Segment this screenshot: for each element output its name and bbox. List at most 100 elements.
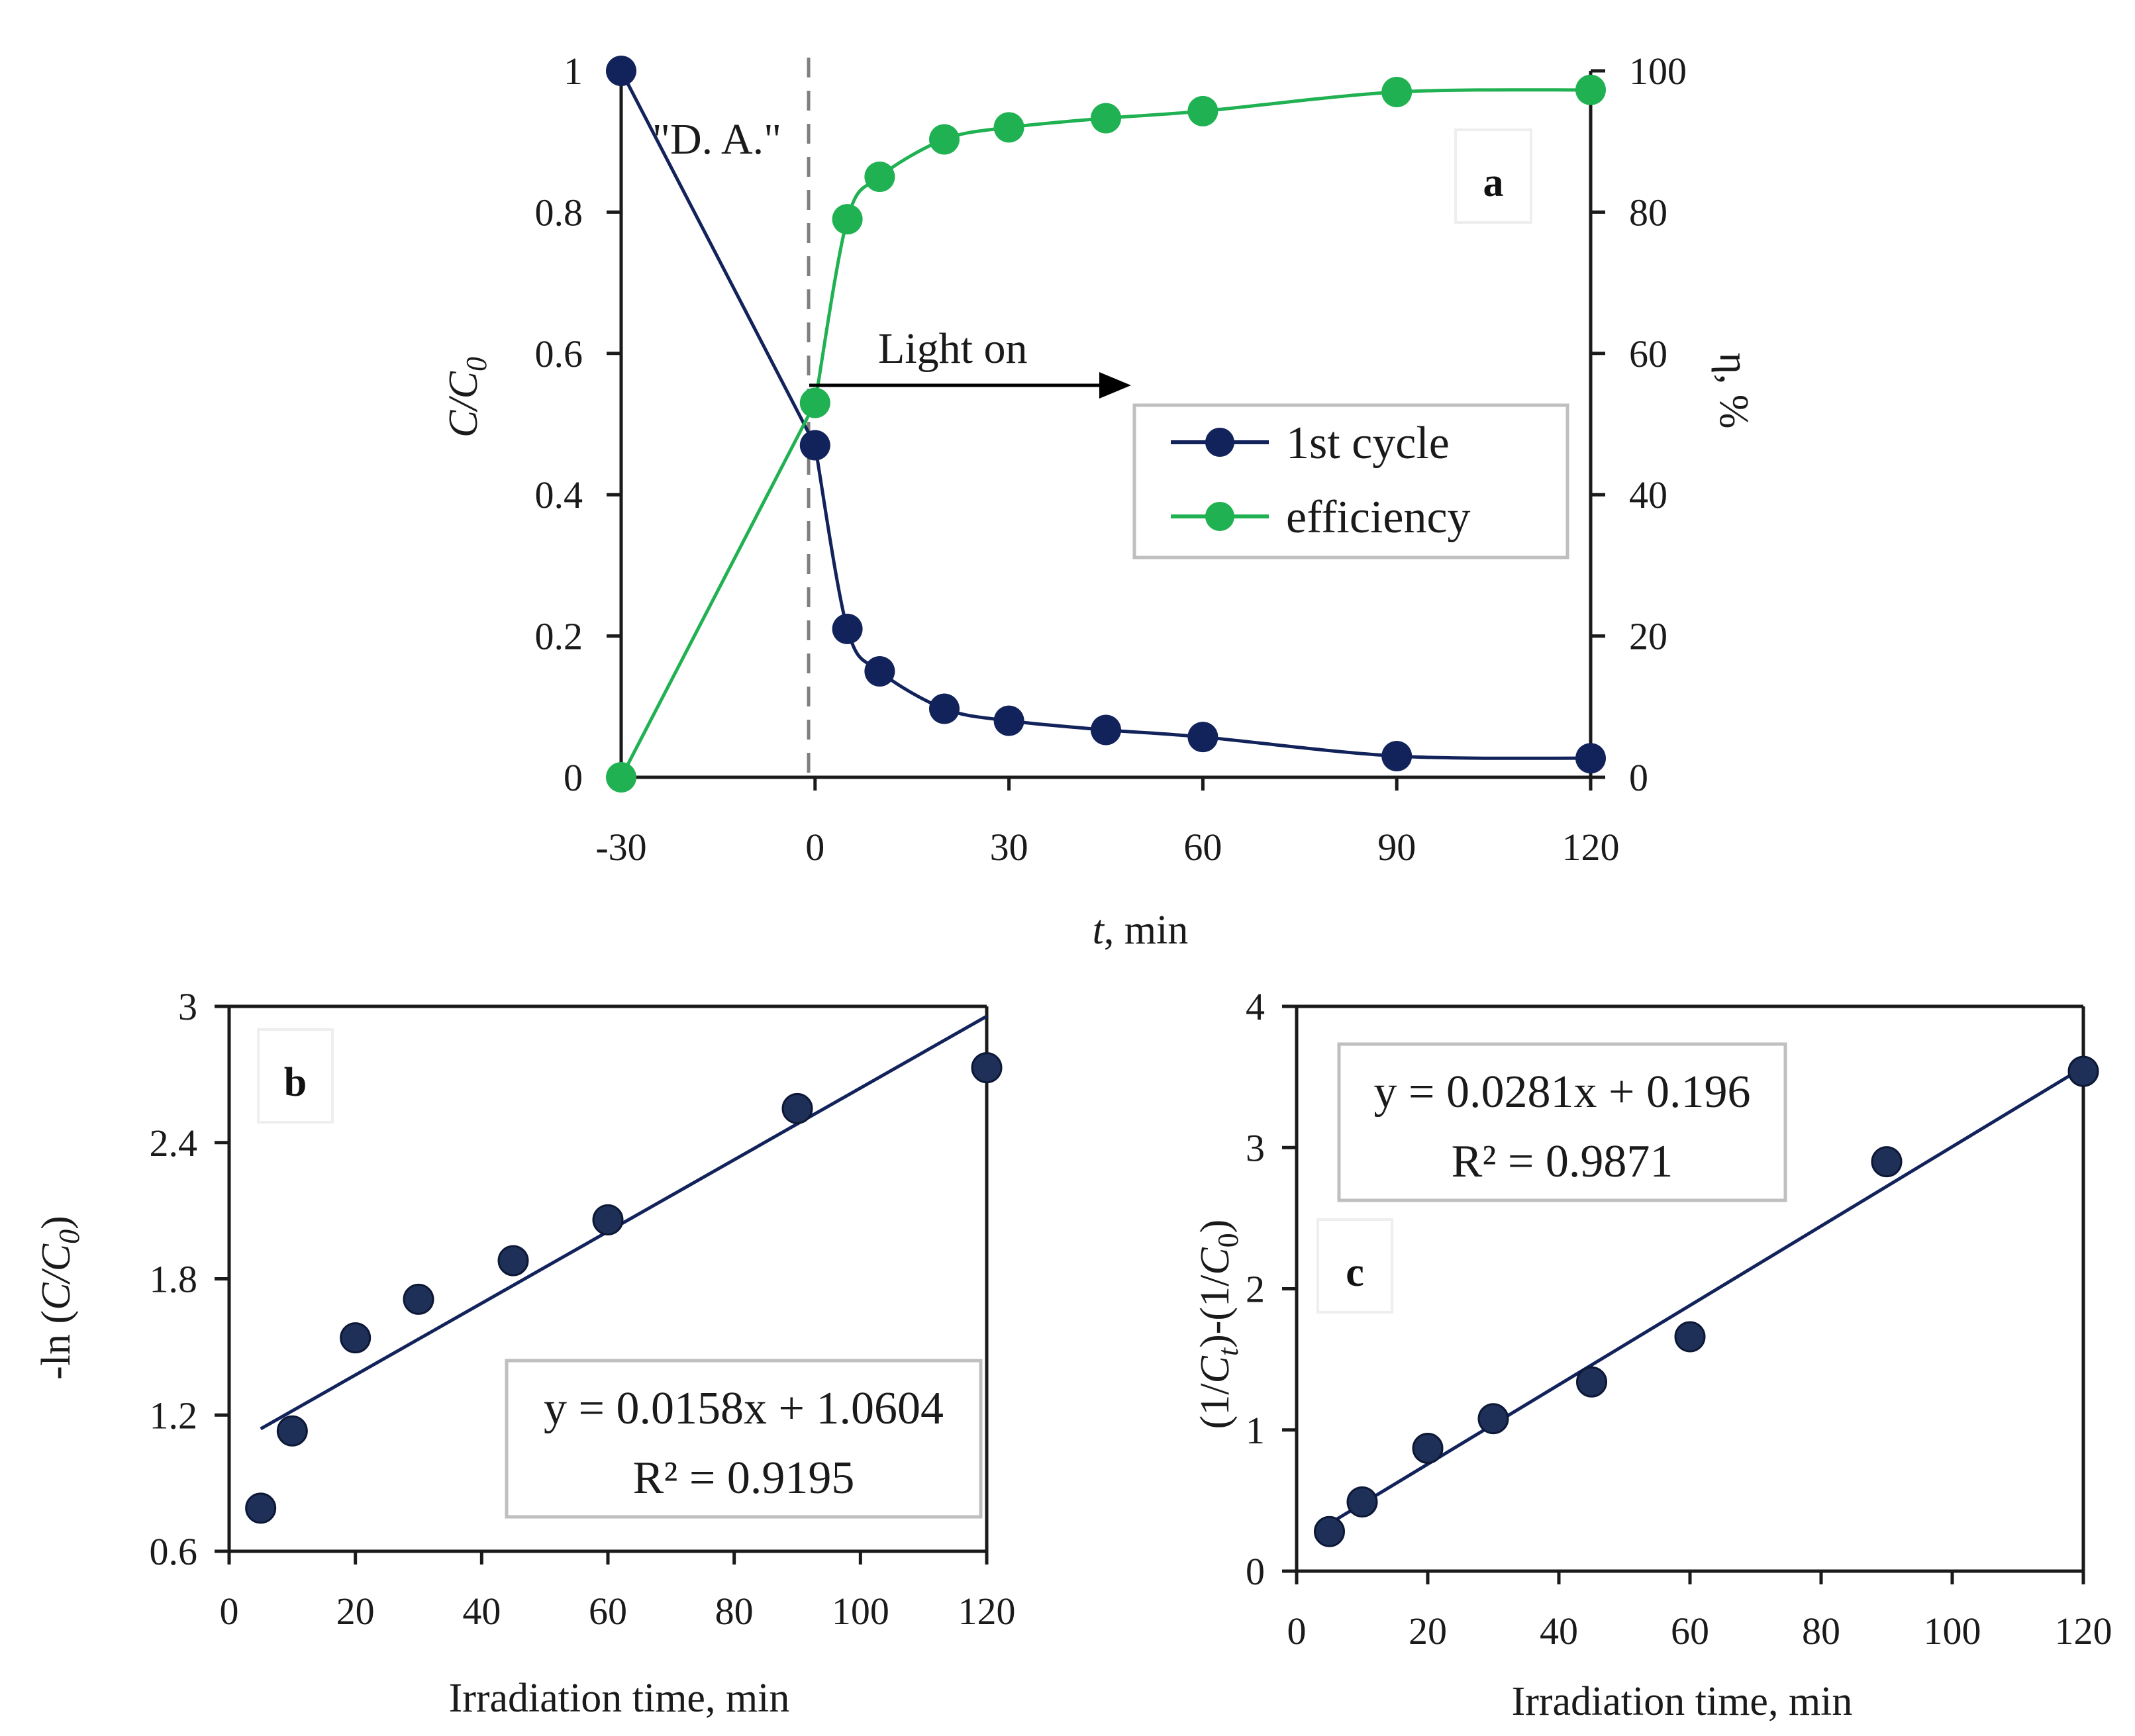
panel-b-y-tick-label: 1.8 [150, 1258, 198, 1301]
panel-b-y-tick-label: 1.2 [150, 1394, 198, 1437]
data-point-1st-cycle [1575, 743, 1606, 774]
panel-a-x-tick-label: 60 [1183, 826, 1222, 869]
panel-b-data-point [403, 1283, 434, 1315]
panel-a-right-tick-label: 60 [1629, 332, 1667, 375]
panel-b-y-tick-label: 0.6 [150, 1530, 198, 1573]
panel-b-x-tick-label: 100 [832, 1590, 889, 1633]
panel-c-badge: c [1316, 1218, 1393, 1314]
panel-b-fit-line [260, 1014, 988, 1431]
panel-c-x-tick-label: 80 [1802, 1610, 1840, 1653]
data-point-1st-cycle [993, 705, 1024, 736]
data-point-1st-cycle [799, 430, 830, 461]
data-point-efficiency [1187, 95, 1218, 126]
panel-c-x-tick-label: 0 [1287, 1610, 1307, 1653]
light-on-arrow [809, 372, 1131, 399]
data-point-1st-cycle [606, 56, 636, 86]
data-point-efficiency [1381, 77, 1413, 108]
data-point-efficiency [606, 762, 636, 793]
panel-b-axes [215, 1004, 989, 1565]
panel-c-data-point [1674, 1321, 1706, 1353]
data-point-1st-cycle [832, 613, 863, 644]
data-point-efficiency [1091, 103, 1121, 134]
panel-b-chart: 0.6 1.2 1.8 2.4 3 0 20 40 60 80 100 120 b y = 0.015… [34, 985, 1016, 1721]
panel-b-data-point [340, 1322, 372, 1354]
panel-b-data-point [781, 1092, 813, 1124]
data-point-efficiency [799, 387, 830, 418]
panel-b-x-tick-label: 60 [589, 1590, 627, 1633]
panel-a-right-tick-label: 100 [1629, 50, 1687, 93]
panel-a-tick-labels: 0 0.2 0.4 0.6 0.8 1 0 20 40 60 80 100 -30 0 30 60 90 120 [535, 50, 1687, 869]
panel-c-x-tick-label: 20 [1409, 1610, 1447, 1653]
panel-a-badge: a [1454, 128, 1532, 224]
panel-b-data-point [497, 1245, 529, 1277]
panel-c-data-point [1576, 1366, 1607, 1398]
panel-a-axes [607, 69, 1605, 791]
panel-c-data-point [1477, 1403, 1509, 1435]
panel-c-data-point [1412, 1432, 1444, 1464]
panel-b-points [245, 1052, 1003, 1524]
legend-item-1st-cycle: 1st cycle [1171, 418, 1450, 469]
panel-a-left-tick-label: 0.2 [535, 615, 583, 658]
panel-c-data-point [1314, 1516, 1345, 1547]
panel-a-right-tick-label: 0 [1629, 756, 1648, 799]
panel-a-series-points [606, 56, 1606, 793]
panel-a-letter: a [1483, 160, 1504, 205]
panel-c-fit-line [1328, 1065, 2085, 1525]
panel-c-x-tick-label: 60 [1671, 1610, 1709, 1653]
data-point-1st-cycle [1091, 714, 1121, 746]
data-point-efficiency [832, 204, 863, 235]
panel-a-right-tick-label: 40 [1629, 473, 1667, 516]
panel-c-r-squared: R² = 0.9871 [1452, 1136, 1673, 1187]
panel-b-data-point [971, 1052, 1003, 1084]
panel-b-equation: y = 0.0158x + 1.0604 [544, 1383, 944, 1434]
panel-b-x-tick-label: 0 [220, 1590, 239, 1633]
panel-c-x-axis-title: Irradiation time, min [1512, 1679, 1853, 1724]
panel-a-x-tick-label: 120 [1562, 826, 1620, 869]
panel-a-left-tick-label: 0.4 [535, 473, 583, 516]
panel-b-y-axis-title: -ln (C/C0) [34, 1216, 85, 1380]
panel-c-y-tick-label: 4 [1246, 985, 1265, 1028]
dark-adsorption-label: "D. A." [652, 115, 781, 164]
panel-b-x-tick-label: 20 [336, 1590, 375, 1633]
panel-b-tick-labels: 0.6 1.2 1.8 2.4 3 0 20 40 60 80 100 120 [150, 985, 1016, 1633]
panel-a-left-axis-title: C/C0 [441, 357, 493, 438]
panel-c-data-point [1346, 1486, 1378, 1518]
panel-b-y-tick-label: 3 [178, 985, 197, 1028]
panel-b-data-point [245, 1492, 277, 1524]
data-point-efficiency [929, 124, 960, 155]
data-point-1st-cycle [929, 693, 960, 724]
panel-b-equation-box: y = 0.0158x + 1.0604 R² = 0.9195 [505, 1359, 983, 1519]
legend: 1st cycle efficiency [1132, 403, 1569, 559]
data-point-1st-cycle [1187, 722, 1218, 753]
panel-c-x-tick-label: 40 [1540, 1610, 1578, 1653]
panel-c-y-tick-label: 3 [1246, 1126, 1265, 1169]
panel-c-axes [1282, 1004, 2085, 1584]
data-point-efficiency [993, 112, 1024, 143]
data-point-efficiency [864, 162, 895, 193]
legend-label-efficiency: efficiency [1286, 492, 1471, 543]
panel-c-y-tick-label: 0 [1246, 1550, 1265, 1593]
panel-b-y-tick-label: 2.4 [150, 1122, 198, 1165]
panel-c-y-axis-title: (1/Ct)-(1/C0) [1193, 1220, 1244, 1429]
panel-c-data-point [1871, 1146, 1903, 1178]
panel-b-x-tick-label: 80 [715, 1590, 754, 1633]
panel-b-r-squared: R² = 0.9195 [633, 1453, 855, 1504]
light-on-label: Light on [878, 324, 1028, 373]
panel-b-data-point [592, 1204, 624, 1235]
panel-c-x-tick-label: 120 [2055, 1610, 2112, 1653]
panel-b-letter: b [284, 1060, 307, 1105]
panel-a-x-tick-label: 0 [805, 826, 824, 869]
panel-c-y-tick-label: 2 [1246, 1268, 1265, 1311]
panel-a-x-tick-label: 90 [1377, 826, 1416, 869]
panel-b-data-point [276, 1415, 308, 1447]
panel-b-badge: b [257, 1028, 334, 1124]
panel-c-equation-box: y = 0.0281x + 0.196 R² = 0.9871 [1337, 1042, 1787, 1202]
panel-c-letter: c [1346, 1250, 1364, 1295]
panel-a-x-axis-title: t, min [1093, 908, 1189, 953]
panel-a-right-tick-label: 20 [1629, 615, 1667, 658]
panel-c-equation: y = 0.0281x + 0.196 [1374, 1067, 1751, 1118]
